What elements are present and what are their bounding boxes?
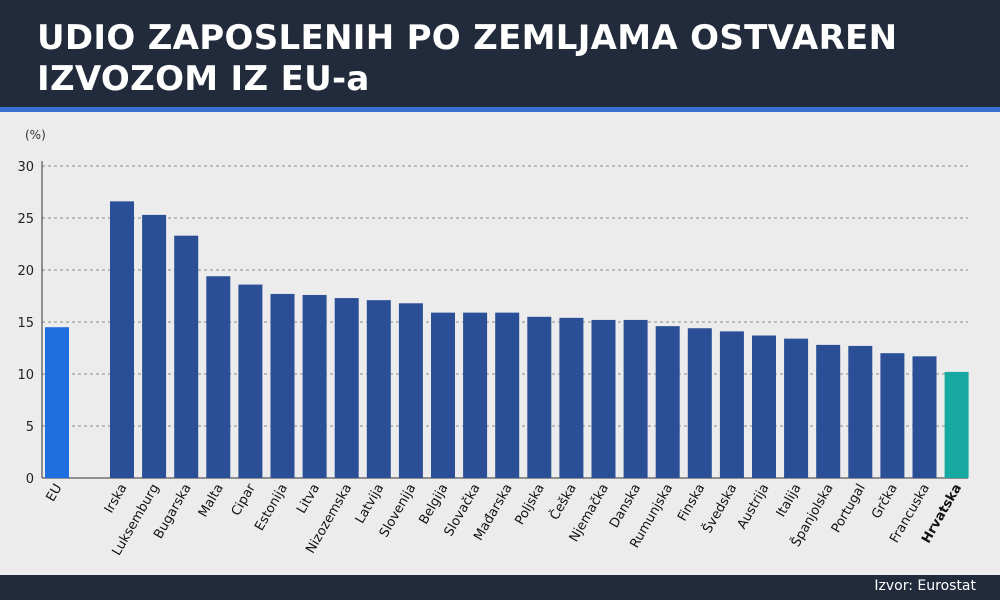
bar-slovenija <box>398 303 423 478</box>
category-label: Cipar <box>229 481 259 519</box>
bar-austrija <box>752 335 776 478</box>
category-label: Italija <box>774 482 805 520</box>
bar-luksemburg <box>142 214 167 478</box>
y-tick-label: 30 <box>17 160 34 175</box>
category-label: Latvija <box>353 482 388 527</box>
footer-bar: Izvor: Eurostat <box>0 575 1000 600</box>
bar-irska <box>110 201 134 479</box>
bar-italija <box>784 338 809 478</box>
bar-litva <box>302 294 327 478</box>
category-label: Belgija <box>416 482 451 528</box>
bar-španjolska <box>816 344 841 478</box>
bar-njemačka <box>591 319 616 478</box>
chart-title-line-1: UDIO ZAPOSLENIH PO ZEMLJAMA OSTVAREN <box>37 18 898 58</box>
bar-poljska <box>527 316 552 478</box>
bar-eu <box>45 327 69 478</box>
bar-nizozemska <box>334 298 359 478</box>
bar-belgija <box>431 312 455 478</box>
y-tick-label: 15 <box>17 316 34 331</box>
y-tick-label: 25 <box>17 212 34 227</box>
chart-title: UDIO ZAPOSLENIH PO ZEMLJAMA OSTVAREN IZV… <box>37 18 977 100</box>
category-label: Litva <box>294 482 323 517</box>
bar-cipar <box>238 284 263 478</box>
bar-estonija <box>270 293 295 478</box>
header-accent-line <box>0 107 1000 112</box>
category-label: Grčka <box>869 482 901 522</box>
bar-hrvatska <box>944 371 969 478</box>
category-label: Češka <box>546 481 579 523</box>
y-tick-label: 20 <box>17 264 34 279</box>
bar-grčka <box>880 353 905 478</box>
y-tick-label: 5 <box>26 420 34 435</box>
bar-portugal <box>848 345 873 478</box>
category-label: Austrija <box>735 482 773 532</box>
bar-švedska <box>719 331 744 478</box>
header-bar: UDIO ZAPOSLENIH PO ZEMLJAMA OSTVAREN IZV… <box>0 0 1000 107</box>
category-label: EU <box>44 482 66 505</box>
y-tick-label: 10 <box>17 368 34 383</box>
y-tick-label: 0 <box>26 472 34 487</box>
bar-latvija <box>366 300 391 478</box>
category-label: Poljska <box>512 482 547 528</box>
bar-francuska <box>912 356 937 478</box>
bar-malta <box>206 276 231 478</box>
category-label: Irska <box>102 482 131 517</box>
bar-rumunjska <box>655 326 680 478</box>
category-label: Finska <box>675 482 708 525</box>
bar-slovačka <box>463 312 488 478</box>
bar-finska <box>687 328 712 478</box>
bar-mađarska <box>495 312 520 478</box>
category-label: Malta <box>196 482 227 521</box>
source-label: Izvor: Eurostat <box>874 578 976 594</box>
bar-češka <box>559 317 584 478</box>
bar-bugarska <box>174 235 199 478</box>
bar-danska <box>623 319 648 478</box>
y-axis-unit-label: (%) <box>25 128 46 142</box>
chart-title-line-2: IZVOZOM IZ EU-a <box>37 59 370 99</box>
